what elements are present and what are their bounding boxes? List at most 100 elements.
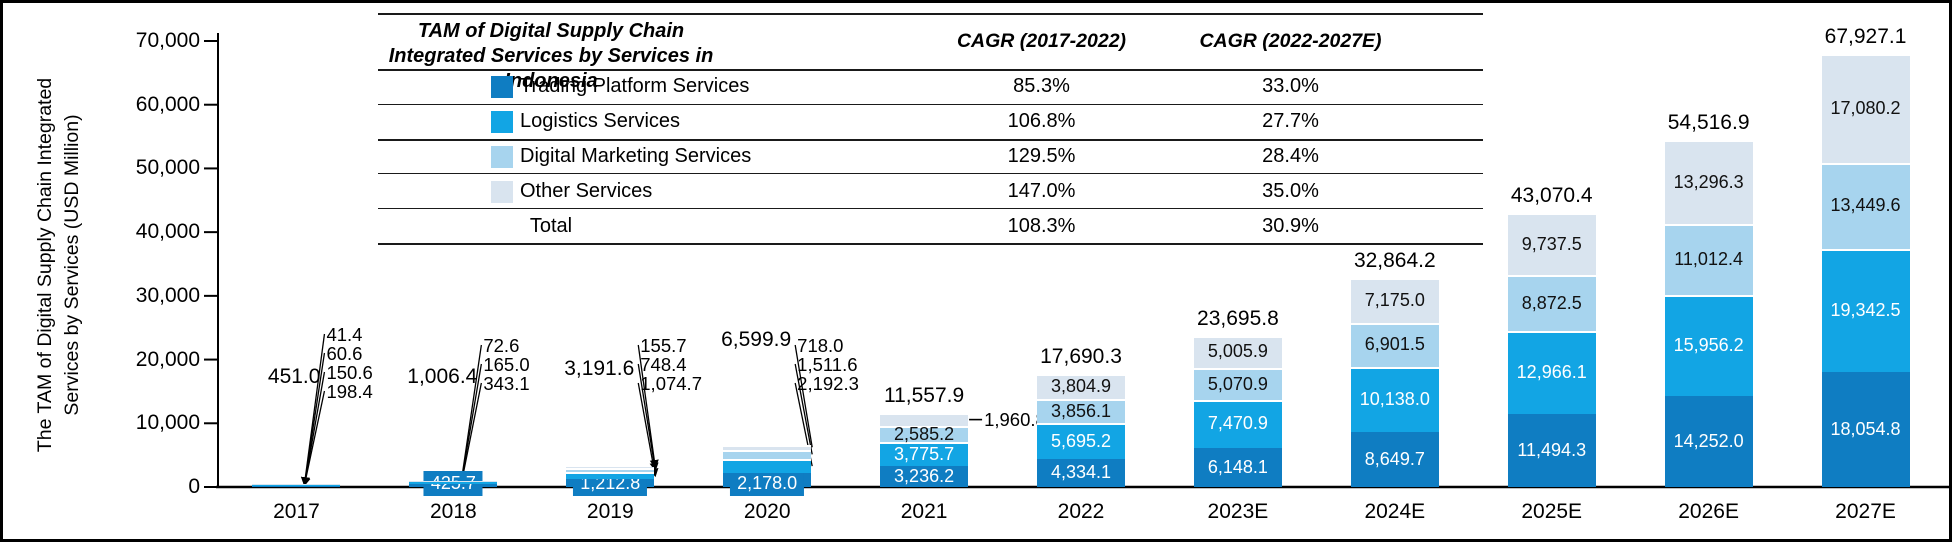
bar-segment-label-logistics-services: 15,956.2 [1673,334,1744,355]
x-tick-label-2019: 2019 [586,500,634,523]
bar-segment-label-trading-platform-services: 4,334.1 [1050,462,1112,483]
bar-segment-trading-platform-services [1821,371,1910,487]
bar-segment-label-logistics-services: 5,695.2 [1050,431,1112,452]
bar-segment-label-other-services: 3,804.9 [1050,376,1112,397]
bar-segment-digital-marketing-services [723,449,812,460]
y-tick-label: 0 [188,475,200,498]
callout-value-label-other-services: 155.7 [640,334,687,356]
bar-segment-trading-platform-services [252,485,341,487]
x-tick-label-2026e: 2026E [1678,500,1739,523]
bar-segment-label-other-services: 13,296.3 [1673,171,1744,192]
bar-segment-label-digital-marketing-services: 6,901.5 [1364,334,1425,355]
callout-line [457,344,483,483]
bar-segment-label-logistics-services: 3,775.7 [894,444,955,465]
bar-segment-label-trading-platform-services: 3,236.2 [894,466,955,487]
y-axis-title-line1: The TAM of Digital Supply Chain Integrat… [34,77,56,453]
y-tick-label: 30,000 [135,283,200,307]
cagr-value-2022-2027e: 35.0% [1262,180,1319,202]
table-label-cell: Total [378,209,724,244]
x-tick-label-2023e: 2023E [1207,500,1269,523]
callout-value-label-logistics-services: 1,074.7 [640,372,702,394]
table-row-digital-marketing-services: Digital Marketing Services 129.5% 28.4% [378,139,1483,174]
table-label-cell: Trading Platform Services [378,69,938,104]
bar-segment-digital-marketing-services [409,481,498,483]
bar-segment-other-services [880,413,969,426]
cagr-value-2022-2027e: 27.7% [1262,110,1319,132]
table-row-label: Total [529,215,573,237]
cagr-value-2017-2022: 108.3% [1007,215,1076,237]
callout-value-label-logistics-services: 343.1 [483,372,530,394]
table-row-logistics-services: Logistics Services 106.8% 27.7% [378,104,1483,139]
callout-value-label-other-services: 41.4 [326,323,363,345]
table-row-label: Trading Platform Services [520,75,750,97]
bar-segment-logistics-services [1037,423,1125,460]
callout-value-label-trading-platform-services: 198.4 [326,380,373,402]
bar-segment-logistics-services [1507,331,1596,414]
bar-segment-other-services [1193,336,1282,368]
callout-line [794,344,813,448]
callout-line [300,333,326,486]
table-label-cell: Digital Marketing Services [378,139,938,174]
cagr-value-2022-2027e: 33.0% [1262,75,1319,97]
x-tick-label-2021: 2021 [900,500,948,523]
table-rule-line [378,173,1483,174]
axes-and-callout-lines [204,33,1949,489]
bar-segment-logistics-services [1350,367,1439,432]
bar-total-label: 67,927.1 [1824,25,1907,49]
legend-swatch-digital-marketing-services [491,145,513,168]
bar-total-label: 32,864.2 [1353,248,1436,272]
bar-segment-label-other-services: 17,080.2 [1830,98,1901,119]
callout-value-label-other-services: 1,960.8 [984,408,1046,430]
bar-segment-trading-platform-services [1037,459,1125,487]
bar-segment-label-trading-platform-services: 11,494.3 [1517,439,1587,460]
bar-segment-axis-label-trading-platform-services: 2,178.0 [730,471,805,496]
bar-segment-digital-marketing-services [1507,274,1596,332]
bar-segment-trading-platform-services [1193,447,1282,487]
bar-segment-label-trading-platform-services: 6,148.1 [1207,456,1268,477]
callout-value-label-other-services: 718.0 [797,334,844,356]
bar-segment-label-digital-marketing-services: 5,070.9 [1207,373,1268,394]
bar-segment-digital-marketing-services [566,467,655,473]
y-tick-label: 50,000 [135,156,200,180]
callout-value-label-digital-marketing-services: 165.0 [483,353,530,375]
bar-segment-logistics-services [1821,248,1910,372]
bar-segment-label-digital-marketing-services: 11,012.4 [1674,249,1743,270]
legend-swatch-logistics-services [491,110,513,133]
bar-segment-logistics-services [880,442,969,467]
callout-value-label-other-services: 72.6 [483,334,520,356]
callout-line [637,344,659,469]
table-rule-line [378,243,1483,245]
bar-total-label: 451.0 [267,365,321,388]
bar-segment-trading-platform-services [1664,396,1753,487]
bar-segment-label-logistics-services: 19,342.5 [1830,299,1901,320]
bar-segment-logistics-services [252,484,341,486]
bar-total-label: 43,070.4 [1510,183,1593,207]
y-tick-label: 10,000 [135,411,200,435]
table-row-other-services: Other Services 147.0% 35.0% [378,174,1483,209]
table-label-cell: Logistics Services [378,104,938,139]
bar-segment-digital-marketing-services [1664,224,1753,295]
table-rule-line [378,69,1483,71]
callout-line [637,363,659,472]
cagr-value-2017-2022: 129.5% [1007,145,1076,167]
cagr-value-2017-2022: 147.0% [1007,180,1076,202]
table-rule-line [378,104,1483,105]
bar-segment-trading-platform-services [1507,413,1596,487]
table-row-trading-platform-services: Trading Platform Services 85.3% 33.0% [378,69,1483,104]
x-tick-label-2020: 2020 [743,500,791,523]
table-title: TAM of Digital Supply Chain Integrated S… [388,20,714,92]
callout-value-label-digital-marketing-services: 60.6 [326,342,363,364]
cagr-value-2017-2022: 85.3% [1013,75,1070,97]
bar-total-label: 1,006.4 [407,365,478,388]
table-col-header-cagr-2022-2027e: CAGR (2022-2027E) [1199,30,1382,52]
callout-line [794,363,813,455]
bar-segment-logistics-services [566,472,655,480]
table-row-label: Logistics Services [520,110,681,132]
x-tick-label-2025e: 2025E [1521,500,1583,523]
table-rule-line [378,208,1483,209]
bar-segment-label-logistics-services: 12,966.1 [1516,362,1587,383]
table-row-label: Digital Marketing Services [520,145,752,167]
callout-value-label-logistics-services: 2,192.3 [797,372,859,394]
bar-segment-other-services [1037,374,1125,399]
